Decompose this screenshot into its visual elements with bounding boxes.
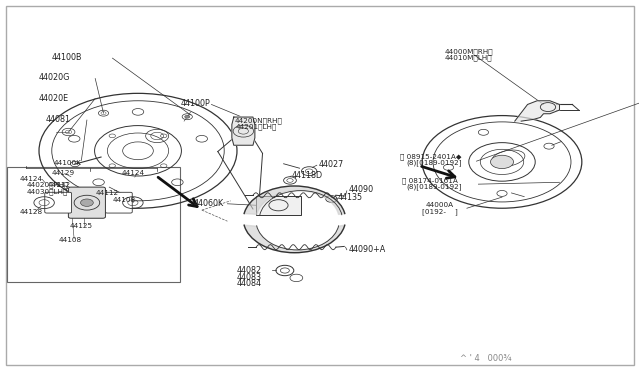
Text: 44125: 44125 [70, 223, 93, 229]
Text: 44084: 44084 [237, 279, 262, 288]
Text: Ⓜ 08915-2401A◆: Ⓜ 08915-2401A◆ [401, 154, 462, 160]
Circle shape [185, 115, 190, 118]
Text: 44200N〈RH〉: 44200N〈RH〉 [234, 117, 282, 124]
Text: ^ ' 4   000¾: ^ ' 4 000¾ [461, 354, 512, 363]
Text: 44112: 44112 [47, 182, 70, 188]
Text: 44108: 44108 [113, 197, 136, 203]
Text: 44060K: 44060K [193, 199, 224, 208]
Text: 44108: 44108 [58, 237, 81, 243]
Text: 44090+A: 44090+A [349, 244, 386, 253]
Text: 44129: 44129 [52, 170, 75, 176]
FancyBboxPatch shape [45, 192, 72, 213]
Polygon shape [515, 101, 559, 121]
Text: 44100B: 44100B [52, 53, 83, 62]
Text: 44081: 44081 [45, 115, 70, 124]
FancyBboxPatch shape [68, 187, 106, 218]
Text: 44128: 44128 [20, 209, 43, 215]
Text: 44112: 44112 [95, 190, 118, 196]
Text: 44100P: 44100P [180, 99, 211, 108]
Text: (8)[0189-0192]: (8)[0189-0192] [407, 183, 462, 190]
Text: 44100K: 44100K [54, 160, 82, 166]
Text: [0192-    ]: [0192- ] [422, 208, 458, 215]
Text: 44090: 44090 [349, 185, 374, 194]
Polygon shape [232, 117, 255, 145]
Text: 44082: 44082 [237, 266, 262, 275]
FancyBboxPatch shape [106, 192, 132, 213]
Text: 44201〈LH〉: 44201〈LH〉 [236, 124, 277, 130]
Text: 44118D: 44118D [292, 171, 323, 180]
Text: Ⓑ 08174-0161A: Ⓑ 08174-0161A [402, 177, 458, 184]
Text: 44020〈RH〉: 44020〈RH〉 [26, 181, 68, 188]
Circle shape [81, 199, 93, 206]
Text: (8)[0189-0192]: (8)[0189-0192] [407, 160, 462, 166]
Text: 44020G: 44020G [39, 73, 70, 82]
Text: 44030〈LH〉: 44030〈LH〉 [26, 188, 68, 195]
Text: 44000M〈RH〉: 44000M〈RH〉 [445, 48, 493, 55]
Text: 44083: 44083 [237, 273, 262, 282]
Circle shape [490, 155, 513, 169]
Text: 44124: 44124 [122, 170, 145, 176]
Text: 44000A: 44000A [426, 202, 454, 208]
Polygon shape [244, 186, 345, 214]
Text: 44135: 44135 [338, 193, 363, 202]
Text: 44124: 44124 [20, 176, 43, 182]
Text: 44010M〈LH〉: 44010M〈LH〉 [445, 55, 492, 61]
Text: 44027: 44027 [319, 160, 344, 169]
FancyBboxPatch shape [256, 196, 301, 215]
Bar [7, 167, 179, 282]
Polygon shape [244, 225, 345, 253]
Text: 44020E: 44020E [39, 94, 69, 103]
